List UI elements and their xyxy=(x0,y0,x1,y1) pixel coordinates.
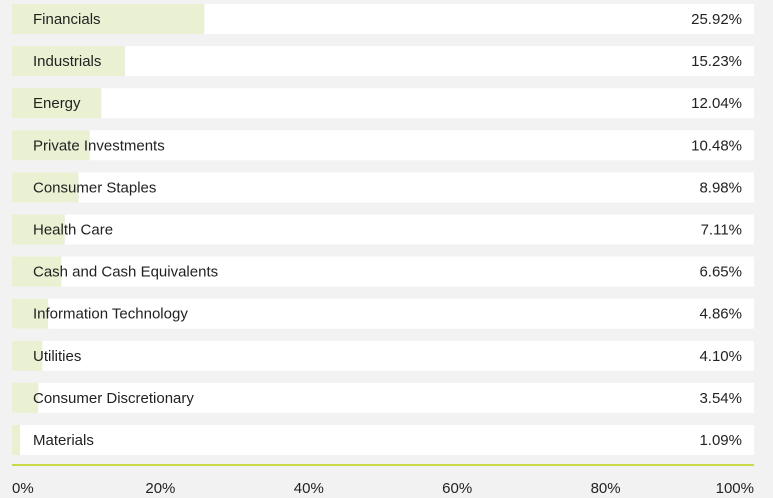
x-tick-label: 40% xyxy=(294,480,324,497)
x-tick-label: 80% xyxy=(591,480,621,497)
value-label: 6.65% xyxy=(699,264,742,281)
row-background xyxy=(12,130,754,161)
row-background xyxy=(12,298,754,329)
category-label: Private Investments xyxy=(33,137,165,154)
row-background xyxy=(12,340,754,371)
bar xyxy=(12,340,43,371)
category-label: Materials xyxy=(33,432,94,449)
bar xyxy=(12,172,79,203)
value-label: 4.86% xyxy=(699,306,742,323)
category-label: Financials xyxy=(33,11,101,28)
bar xyxy=(12,298,49,329)
bar xyxy=(12,214,65,245)
category-label: Information Technology xyxy=(33,306,188,323)
bar xyxy=(12,4,205,34)
row-background xyxy=(12,88,754,119)
value-label: 1.09% xyxy=(699,432,742,449)
category-label: Utilities xyxy=(33,348,81,365)
category-label: Industrials xyxy=(33,53,101,70)
bar xyxy=(12,130,90,161)
value-label: 8.98% xyxy=(699,179,742,196)
category-label: Health Care xyxy=(33,221,113,238)
bar xyxy=(12,425,21,455)
row-background xyxy=(12,425,754,455)
row-background xyxy=(12,382,754,413)
value-label: 25.92% xyxy=(691,11,742,28)
category-label: Cash and Cash Equivalents xyxy=(33,264,218,281)
value-label: 12.04% xyxy=(691,95,742,112)
bar xyxy=(12,256,62,287)
x-tick-label: 60% xyxy=(442,480,472,497)
row-background xyxy=(12,46,754,77)
row-background xyxy=(12,256,754,287)
value-label: 10.48% xyxy=(691,137,742,154)
bar xyxy=(12,88,102,119)
value-label: 15.23% xyxy=(691,53,742,70)
value-label: 4.10% xyxy=(699,348,742,365)
category-label: Energy xyxy=(33,95,81,112)
bar xyxy=(12,382,39,413)
bar xyxy=(12,46,126,77)
category-label: Consumer Staples xyxy=(33,179,156,196)
value-label: 3.54% xyxy=(699,390,742,407)
category-label: Consumer Discretionary xyxy=(33,390,194,407)
row-background xyxy=(12,214,754,245)
x-tick-label: 0% xyxy=(12,480,34,497)
value-label: 7.11% xyxy=(701,221,742,238)
row-background xyxy=(12,172,754,203)
x-tick-label: 100% xyxy=(716,480,754,497)
x-tick-label: 20% xyxy=(145,480,175,497)
